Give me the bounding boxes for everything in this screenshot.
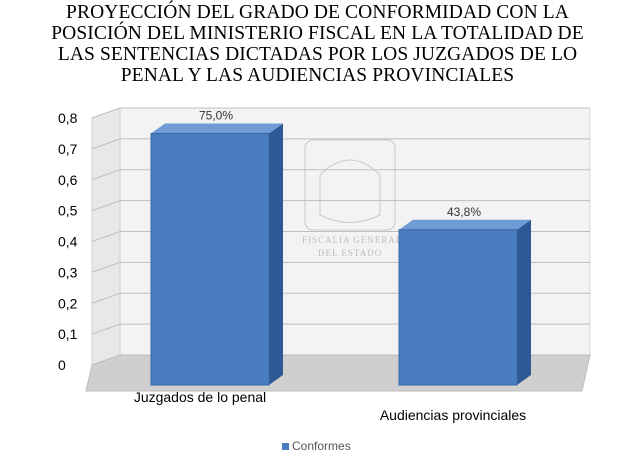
watermark-text: DEL ESTADO <box>318 248 382 258</box>
y-tick-label: 0 <box>58 357 66 373</box>
y-tick-label: 0,1 <box>58 326 78 342</box>
y-tick-label: 0,2 <box>58 295 78 311</box>
chart-title-line: PENAL Y LAS AUDIENCIAS PROVINCIALES <box>120 65 515 86</box>
gridline <box>91 169 590 181</box>
bar-top <box>399 219 531 230</box>
gridline <box>91 200 590 212</box>
legend-label: Conformes <box>292 439 351 453</box>
bar <box>398 229 518 386</box>
y-tick-label: 0,7 <box>58 141 78 157</box>
y-tick-label: 0,3 <box>58 264 78 280</box>
bar-top <box>151 123 283 134</box>
chart-title-line: LAS SENTENCIAS DICTADAS POR LOS JUZGADOS… <box>57 44 578 65</box>
legend-swatch <box>282 442 289 450</box>
bars: 75,0% 43,8% <box>150 108 531 386</box>
y-tick-label: 0,5 <box>58 203 78 219</box>
legend: Conformes <box>282 439 351 453</box>
x-axis: Juzgados de lo penal Audiencias provincia… <box>134 389 526 423</box>
bar-side <box>269 123 283 385</box>
gridline <box>91 138 590 150</box>
chart-title-line: POSICIÓN DEL MINISTERIO FISCAL EN LA TOT… <box>51 23 584 44</box>
data-label: 75,0% <box>199 108 233 122</box>
bar <box>150 132 270 386</box>
y-tick-label: 0,4 <box>58 234 78 250</box>
y-tick-label: 0,6 <box>58 172 78 188</box>
chart-title-line: PROYECCIÓN DEL GRADO DE CONFORMIDAD CON … <box>66 2 569 23</box>
y-tick-label: 0,8 <box>58 110 78 126</box>
gridline <box>91 107 590 119</box>
bar-side <box>517 219 531 385</box>
data-label: 43,8% <box>447 205 481 219</box>
x-category-label: Audiencias provinciales <box>380 407 526 423</box>
watermark-text: FISCALIA GENERAL <box>302 235 402 245</box>
chart-title: PROYECCIÓN DEL GRADO DE CONFORMIDAD CON … <box>0 2 635 86</box>
y-axis: 0 0,1 0,2 0,3 0,4 0,5 0,6 0,7 0,8 <box>58 110 78 373</box>
x-category-label: Juzgados de lo penal <box>134 389 266 405</box>
watermark-seal: FISCALIA GENERAL DEL ESTADO <box>302 139 402 258</box>
